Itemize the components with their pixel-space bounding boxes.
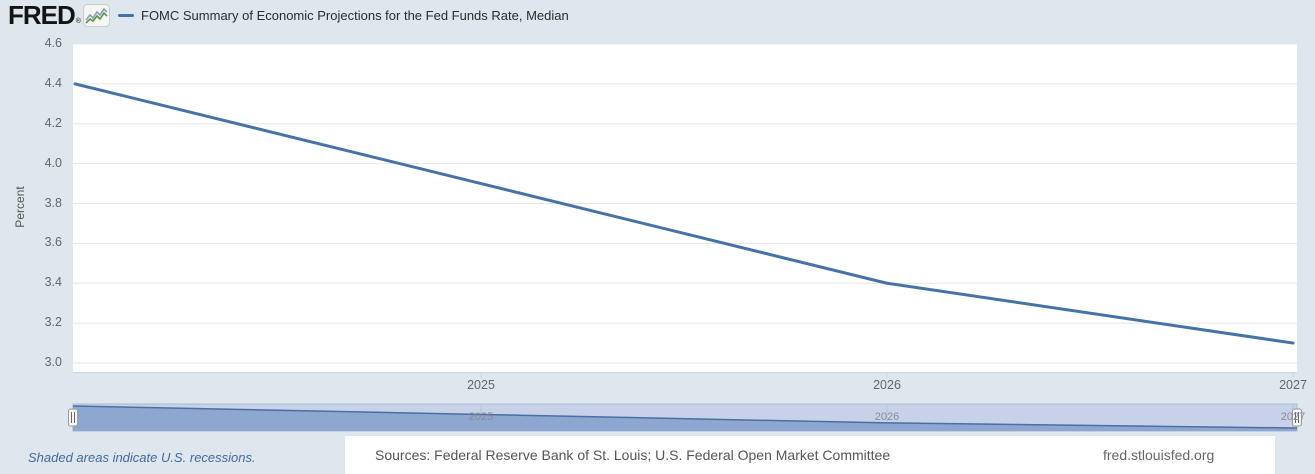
y-axis-tick-label: 4.4 — [44, 75, 62, 90]
y-axis-tick-label: 3.0 — [44, 355, 62, 369]
recession-note: Shaded areas indicate U.S. recessions. — [28, 450, 256, 465]
brush-handle-right[interactable] — [1292, 408, 1302, 427]
x-axis-tick-label: 2025 — [467, 378, 495, 392]
navigator-year-label: 2027 — [1280, 411, 1306, 423]
legend-line-swatch — [118, 14, 134, 17]
navigator-line — [73, 405, 1297, 429]
fred-sparkline-icon — [82, 4, 110, 27]
chart-legend[interactable]: FOMC Summary of Economic Projections for… — [118, 8, 569, 23]
footer-panel: Sources: Federal Reserve Bank of St. Lou… — [345, 436, 1275, 474]
x-axis-tick-label: 2027 — [1279, 378, 1307, 392]
y-axis-tick-label: 4.0 — [44, 155, 62, 170]
y-axis-tick-label: 3.6 — [44, 235, 62, 250]
y-axis-tick-label: 3.4 — [44, 275, 62, 290]
registered-trademark: ® — [75, 18, 81, 25]
fred-logo[interactable]: FRED ® — [8, 1, 110, 29]
plot-area[interactable] — [73, 44, 1297, 372]
sources-text: Sources: Federal Reserve Bank of St. Lou… — [375, 447, 891, 463]
navigator-year-label: 2026 — [874, 411, 900, 423]
fred-logo-text: FRED — [8, 0, 76, 30]
y-axis-tick-label: 3.8 — [44, 195, 62, 210]
y-axis-tick-label: 4.2 — [44, 115, 62, 130]
y-axis-tick-label: 4.6 — [44, 36, 62, 50]
brush-handle-left[interactable] — [68, 408, 78, 427]
navigator-year-label: 2025 — [468, 411, 494, 423]
x-axis-tick-label: 2026 — [873, 378, 901, 392]
y-axis-tick-label: 3.2 — [44, 315, 62, 330]
fred-site-url[interactable]: fred.stlouisfed.org — [1103, 447, 1215, 463]
series-line[interactable] — [73, 82, 1295, 345]
legend-series-label: FOMC Summary of Economic Projections for… — [141, 8, 569, 23]
